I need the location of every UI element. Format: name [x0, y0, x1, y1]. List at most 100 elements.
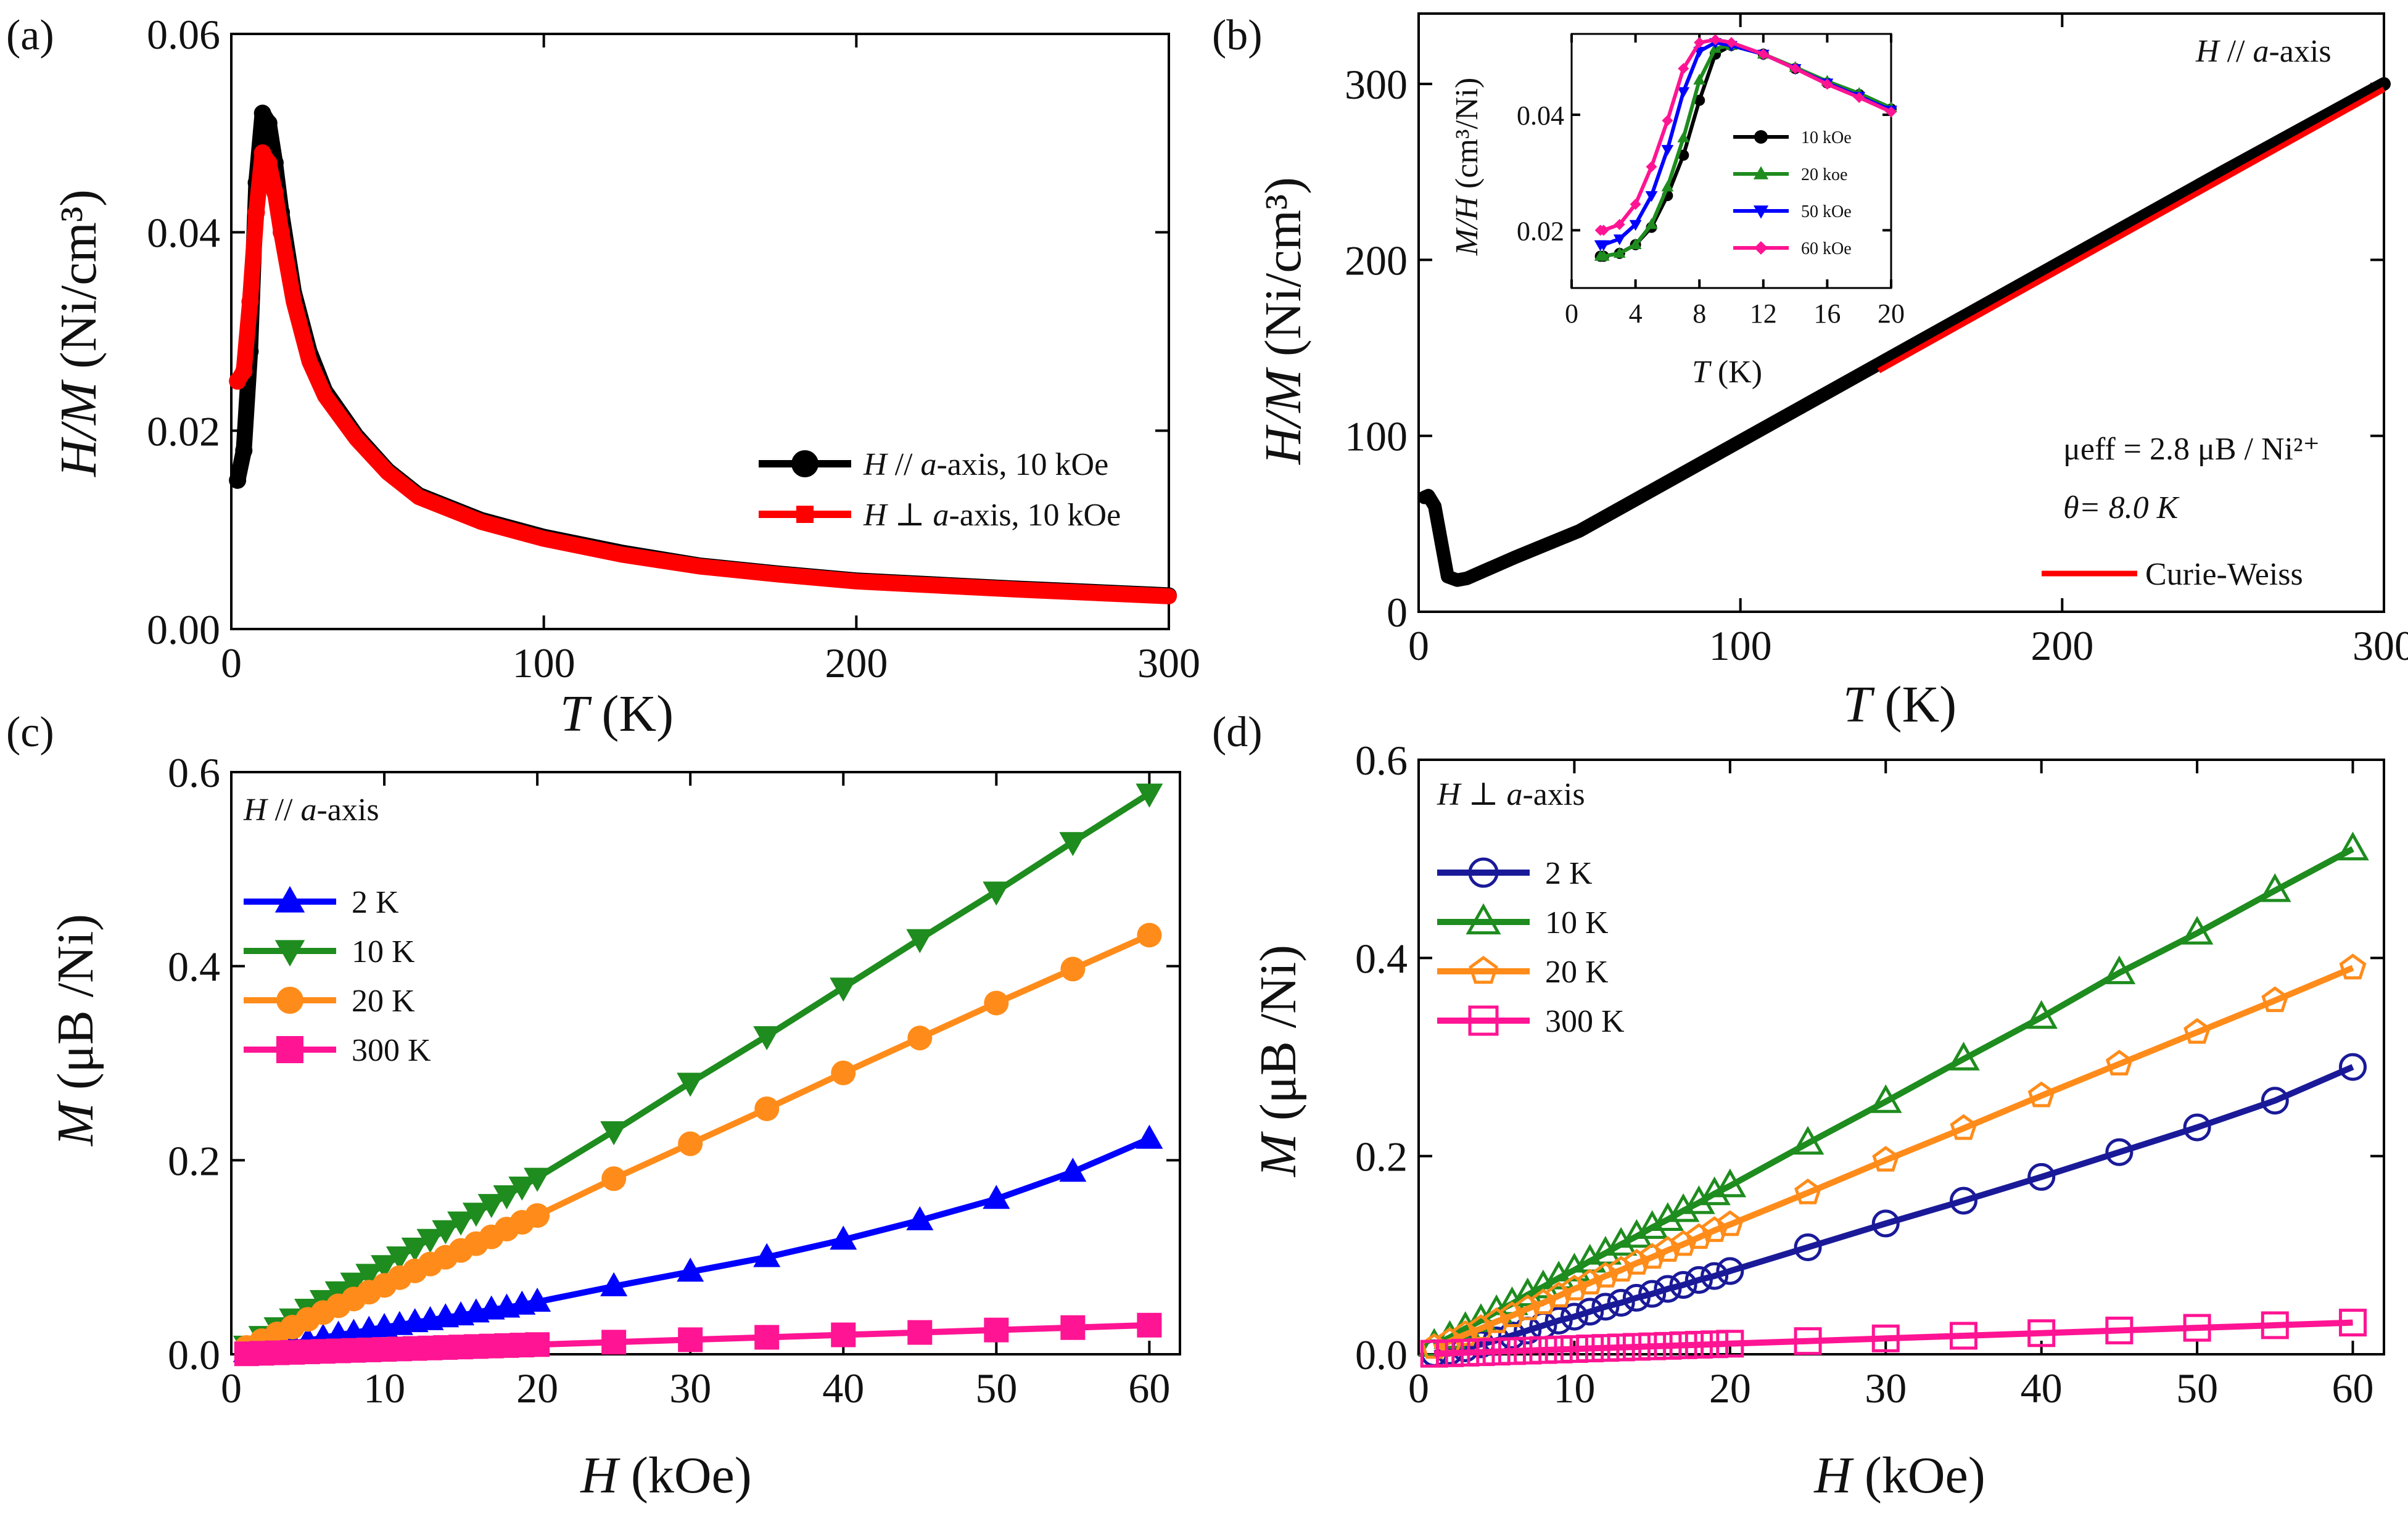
data-point: [1607, 1256, 1635, 1282]
data-point: [1560, 1302, 1588, 1331]
data-point: [1698, 1176, 1731, 1206]
data-point: [2180, 916, 2214, 945]
inset-data-point: [1662, 115, 1673, 126]
panel-label: (a): [6, 12, 54, 59]
panel-label: (b): [1212, 12, 1263, 59]
data-point: [2027, 1162, 2056, 1191]
data-point: [235, 362, 253, 380]
x-tick-label: 300: [2352, 622, 2408, 669]
data-point: [983, 1185, 1010, 1209]
data-point: [2259, 873, 2291, 902]
data-point: [1060, 1315, 1086, 1340]
data-point: [340, 1272, 368, 1297]
legend-marker: [276, 987, 303, 1014]
data-point: [1604, 1227, 1638, 1256]
inset-data-point: [1677, 87, 1690, 98]
inset-legend-label: 60 kOe: [1801, 239, 1852, 258]
x-tick-label: 16: [1813, 298, 1841, 329]
data-point: [1950, 1114, 1977, 1140]
data-point: [1638, 1280, 1667, 1308]
data-point: [1794, 1179, 1822, 1204]
data-point: [1514, 1336, 1542, 1365]
y-tick-label: 0: [1387, 589, 1408, 636]
panel-label: (c): [6, 709, 54, 756]
data-point: [1545, 1282, 1573, 1307]
data-point: [1467, 1338, 1495, 1367]
data-point: [1869, 1084, 1902, 1113]
data-point: [524, 1288, 551, 1312]
inset-legend-label: 10 kOe: [1801, 128, 1852, 147]
inset-data-point: [1678, 63, 1689, 75]
data-point: [2183, 1113, 2211, 1142]
x-tick-label: 0: [221, 640, 242, 686]
inset-y-axis-label: M/H (cm³/Ni): [1449, 78, 1485, 257]
x-tick-label: 20: [1878, 298, 1905, 329]
inset-data-point: [1757, 48, 1769, 60]
inset-legend-marker: [1754, 241, 1768, 255]
data-point: [235, 442, 253, 459]
y-tick-label: 0.4: [168, 944, 220, 990]
data-point: [1701, 1330, 1729, 1359]
inset-data-point: [1598, 224, 1609, 236]
inset-series-line-0: [1600, 43, 1892, 258]
x-axis-label: T (K): [560, 685, 674, 743]
legend-label: 2 K: [1545, 856, 1593, 891]
inset-legend-marker: [1754, 130, 1768, 144]
y-tick-label: 0.04: [1517, 101, 1564, 131]
panel-c: (c) 0 10 20 30 40 50 60 0.0 0.2 0.4 0.6 H (kOe) M (μB…: [6, 709, 1181, 1504]
data-point: [1136, 783, 1163, 808]
plot-frame: [230, 771, 1181, 1356]
data-point: [984, 990, 1009, 1016]
series-line-2: [1433, 965, 2354, 1351]
data-point: [907, 1320, 933, 1345]
inset-data-point: [1678, 149, 1689, 161]
data-point: [1451, 1320, 1479, 1346]
data-point: [1684, 1266, 1713, 1294]
data-point: [2261, 1311, 2289, 1339]
data-point: [984, 1317, 1009, 1343]
x-tick-label: 8: [1693, 298, 1706, 329]
legend-label: 10 K: [352, 934, 415, 969]
data-point: [525, 1332, 550, 1357]
data-point: [1667, 1193, 1700, 1222]
data-point: [1591, 1261, 1619, 1288]
data-point: [1136, 1124, 1163, 1149]
inset-data-point: [1789, 63, 1801, 75]
x-tick-label: 100: [1709, 622, 1772, 669]
inset: 0 4 8 12 16 20 0.02 0.04 T (K) M/H (cm³/Ni) 10 kOe…: [1449, 33, 1905, 390]
y-tick-label: 0.2: [1355, 1133, 1408, 1180]
y-tick-label: 0.6: [168, 749, 220, 796]
data-point: [1654, 1236, 1681, 1262]
y-tick-label: 0.06: [147, 11, 220, 58]
x-tick-label: 100: [513, 640, 575, 686]
y-tick-label: 0.0: [1355, 1331, 1408, 1378]
orientation-label: H // a-axis: [2195, 34, 2332, 69]
data-point: [2027, 1081, 2055, 1108]
data-point: [260, 154, 278, 172]
x-axis-label: T (K): [1843, 676, 1956, 733]
data-point: [2027, 1319, 2056, 1347]
legend-marker: [274, 940, 305, 967]
x-tick-label: 30: [669, 1365, 711, 1412]
data-point: [1511, 1277, 1544, 1307]
data-point: [508, 1176, 536, 1201]
data-point: [266, 184, 284, 202]
data-point: [600, 1272, 628, 1296]
legend-label: Curie-Weiss: [2145, 557, 2303, 592]
data-point: [241, 293, 259, 311]
data-point: [1701, 1262, 1729, 1290]
data-point: [1872, 1146, 1900, 1172]
annotation-theta: θ= 8.0 K: [2063, 490, 2180, 525]
inset-data-point: [1645, 191, 1658, 202]
x-tick-label: 12: [1750, 298, 1777, 329]
inset-legend-marker: [1753, 205, 1769, 219]
y-axis-label: H/M (Ni/cm³): [50, 189, 107, 477]
series-line-0: [1433, 1064, 2354, 1357]
data-point: [1514, 1294, 1541, 1320]
data-point: [1544, 1335, 1573, 1364]
x-tick-label: 20: [516, 1365, 558, 1412]
legend-marker: [791, 450, 818, 477]
x-axis-label: H (kOe): [1813, 1447, 1985, 1504]
data-point: [1622, 1283, 1651, 1312]
inset-data-point: [1886, 106, 1897, 118]
